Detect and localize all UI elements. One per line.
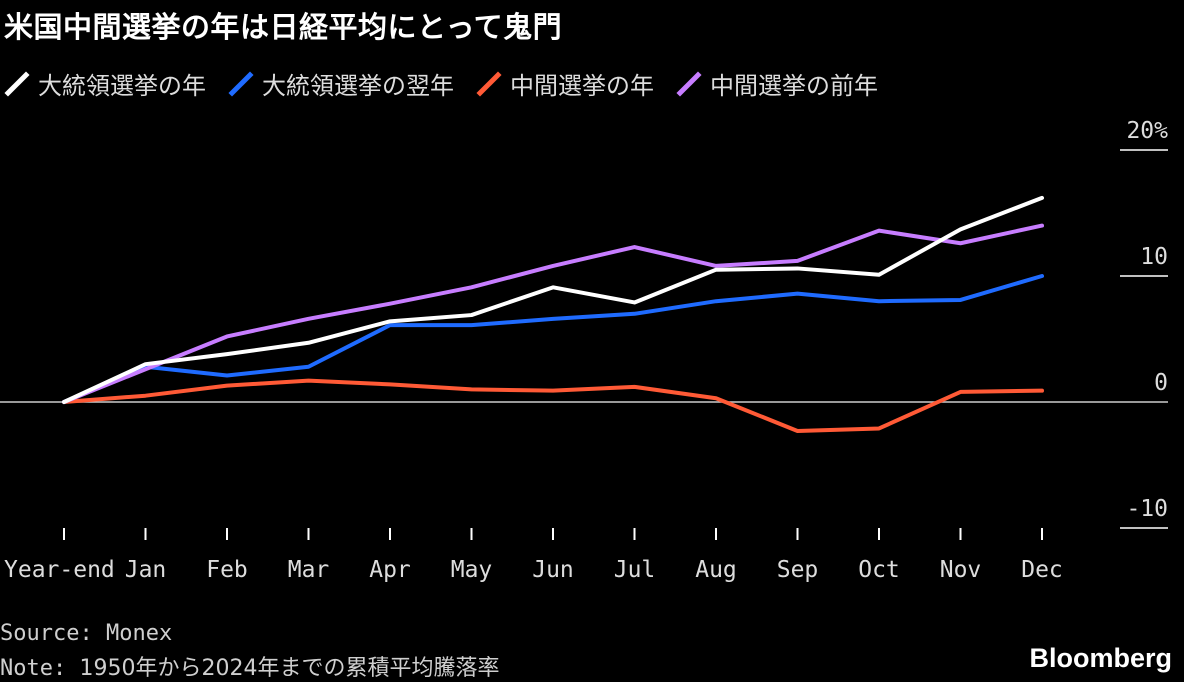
legend-swatch-icon (476, 70, 502, 97)
source-note: Source: Monex (0, 621, 173, 646)
y-tick-label: 10 (1140, 244, 1168, 270)
bloomberg-logo: Bloomberg (1029, 643, 1172, 673)
legend-swatch-icon (228, 70, 254, 97)
x-tick-label: Jan (125, 557, 167, 583)
series-line (62, 195, 1044, 404)
x-tick-label: Jun (532, 557, 574, 583)
legend-item-midterm-year: 中間選挙の年 (476, 66, 654, 101)
x-tick-label: Sep (777, 557, 819, 583)
x-tick-label: Nov (940, 557, 982, 583)
legend-swatch-icon (4, 70, 30, 97)
y-tick-label: 0 (1154, 370, 1168, 396)
footnote: Note: 1950年から2024年までの累積平均騰落率 (0, 650, 499, 682)
legend: 大統領選挙の年 大統領選挙の翌年 中間選挙の年 中間選挙の前年 (4, 66, 878, 101)
legend-item-post-presidential-year: 大統領選挙の翌年 (228, 66, 454, 101)
legend-label: 大統領選挙の翌年 (262, 72, 454, 100)
x-tick-label: Aug (695, 557, 737, 583)
legend-item-pre-midterm-year: 中間選挙の前年 (676, 66, 878, 101)
x-tick-label: Dec (1021, 557, 1063, 583)
x-tick-label: Year-end (4, 557, 115, 583)
legend-item-presidential-year: 大統領選挙の年 (4, 66, 206, 101)
x-tick-label: Oct (858, 557, 900, 583)
series-line (62, 378, 1044, 433)
y-tick-label: 20% (1126, 118, 1168, 144)
x-tick-label: May (451, 557, 493, 583)
series-line (62, 274, 1044, 404)
legend-label: 中間選挙の年 (510, 72, 654, 100)
legend-swatch-icon (676, 70, 702, 97)
chart-title: 米国中間選挙の年は日経平均にとって鬼門 (4, 10, 563, 44)
legend-label: 中間選挙の前年 (710, 72, 878, 100)
x-tick-label: Mar (288, 557, 330, 583)
series-line (62, 223, 1044, 404)
y-tick-label: -10 (1126, 496, 1168, 522)
footnote-prefix: Note: (0, 656, 80, 681)
footnote-text: 1950年から2024年までの累積平均騰落率 (79, 656, 500, 681)
legend-label: 大統領選挙の年 (38, 72, 206, 100)
x-tick-label: Apr (369, 557, 411, 583)
x-tick-label: Jul (614, 557, 656, 583)
x-tick-label: Feb (206, 557, 248, 583)
